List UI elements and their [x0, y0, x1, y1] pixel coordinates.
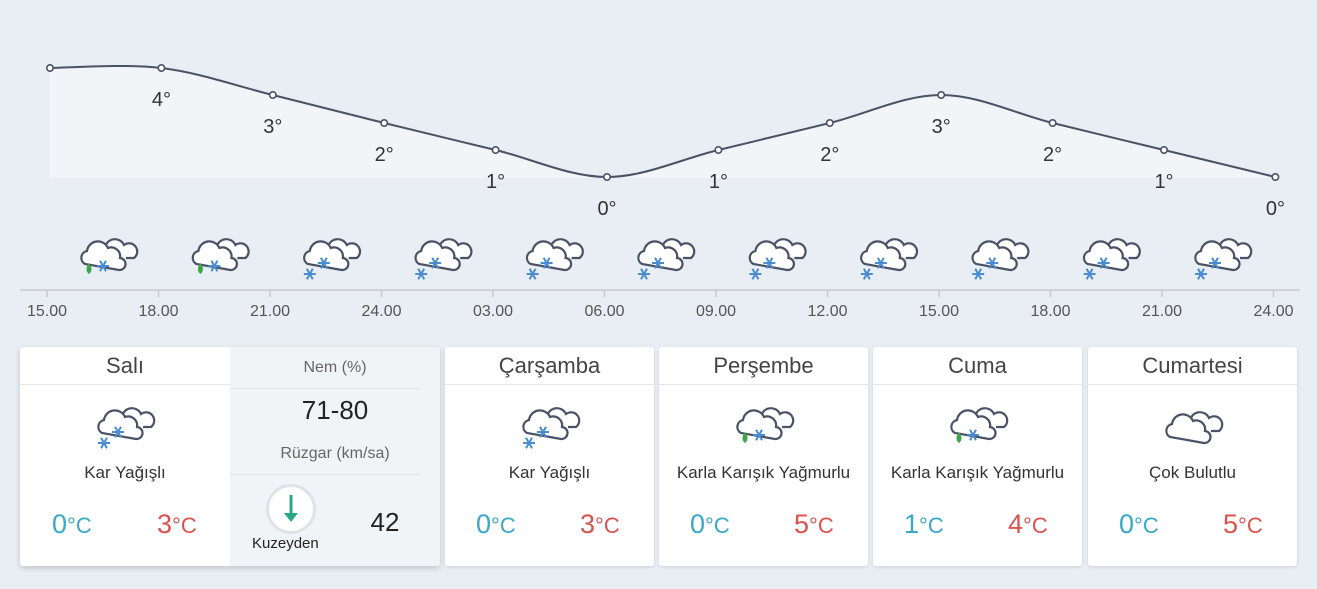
day-card[interactable]: Perşembe Karla Karışık Yağmurlu 0°C 5°C — [659, 347, 868, 566]
sleet-icon — [191, 238, 250, 274]
wind-direction-icon — [266, 484, 316, 534]
temperature-area — [50, 66, 1276, 178]
min-temp: 0°C — [52, 509, 92, 539]
temperature-point — [602, 173, 611, 182]
temperature-label: 4° — [152, 89, 171, 111]
snow-icon — [971, 238, 1030, 280]
time-label: 06.00 — [584, 303, 624, 320]
temperature-point — [937, 91, 946, 100]
weather-description: Kar Yağışlı — [84, 463, 166, 482]
min-temp: 0°C — [1119, 509, 1159, 539]
time-label: 03.00 — [473, 303, 513, 320]
temperature-label: 1° — [486, 171, 505, 193]
weather-description: Karla Karışık Yağmurlu — [890, 463, 1065, 482]
arrow-down-icon — [284, 495, 298, 522]
snow-icon — [521, 407, 580, 449]
temperature-line — [49, 65, 1276, 179]
time-label: 12.00 — [807, 303, 847, 320]
snow-icon — [637, 238, 696, 280]
day-name: Salı — [20, 347, 230, 385]
time-label: 15.00 — [919, 303, 959, 320]
today-card[interactable]: Salı Kar Yağışlı 0°C 3°C Nem (%) 71-80 R… — [20, 347, 440, 566]
day-name: Cuma — [873, 347, 1082, 385]
hourly-forecast-chart: 4° 3° 2° 1° 0° 1° 2° 3° 2° 1° 0° 15.00 18.00 21.00 24.… — [20, 64, 1300, 320]
min-temp: 1°C — [904, 509, 944, 539]
cloudy-icon — [1164, 411, 1223, 445]
weather-description: Karla Karışık Yağmurlu — [676, 463, 851, 482]
day-card[interactable]: Cumartesi Çok Bulutlu 0°C 5°C — [1088, 347, 1297, 566]
wind-label: Rüzgar (km/sa) — [280, 445, 390, 462]
max-temp: 5°C — [1223, 509, 1263, 539]
time-label: 24.00 — [361, 303, 401, 320]
temperature-point — [1160, 146, 1169, 155]
max-temp: 4°C — [1008, 509, 1048, 539]
time-label: 21.00 — [250, 303, 290, 320]
snow-icon — [303, 238, 362, 280]
temperature-label: 2° — [1043, 144, 1062, 166]
time-label: 18.00 — [1030, 303, 1070, 320]
snow-icon — [1194, 238, 1253, 280]
temperature-label: 2° — [375, 144, 394, 166]
temperature-label: 2° — [820, 144, 839, 166]
temperature-label: 1° — [709, 171, 728, 193]
temperature-point — [491, 146, 500, 155]
sleet-icon — [80, 238, 139, 274]
sleet-icon — [735, 407, 794, 443]
wind-direction: Kuzeyden — [252, 535, 319, 552]
today-details: Nem (%) 71-80 Rüzgar (km/sa) Kuzeyden 42 — [230, 347, 440, 566]
time-label: 21.00 — [1142, 303, 1182, 320]
max-temp: 3°C — [580, 509, 620, 539]
time-label: 18.00 — [138, 303, 178, 320]
today-summary: Salı Kar Yağışlı 0°C 3°C — [20, 347, 230, 566]
snow-icon — [860, 238, 919, 280]
time-label: 15.00 — [27, 303, 67, 320]
day-card[interactable]: Cuma Karla Karışık Yağmurlu 1°C 4°C — [873, 347, 1082, 566]
temperature-point — [157, 64, 166, 73]
sleet-icon — [949, 407, 1008, 443]
time-label: 09.00 — [696, 303, 736, 320]
min-temp: 0°C — [476, 509, 516, 539]
temperature-label: 1° — [1154, 171, 1173, 193]
divider — [230, 474, 420, 475]
temperature-point — [1271, 173, 1280, 182]
temperature-point — [1048, 119, 1057, 128]
day-name: Cumartesi — [1088, 347, 1297, 385]
temperature-point — [825, 119, 834, 128]
temperature-label: 3° — [932, 116, 951, 138]
min-temp: 0°C — [690, 509, 730, 539]
max-temp: 3°C — [157, 509, 197, 539]
temperature-label: 0° — [1266, 198, 1285, 220]
humidity-value: 71-80 — [301, 395, 369, 425]
snow-icon — [525, 238, 584, 280]
weather-description: Çok Bulutlu — [1149, 463, 1236, 482]
temperature-label: 3° — [263, 116, 282, 138]
temperature-point — [268, 91, 277, 100]
divider — [230, 388, 420, 389]
snow-icon — [748, 238, 807, 280]
temperature-label: 0° — [597, 198, 616, 220]
humidity-label: Nem (%) — [303, 359, 367, 376]
wind-speed: 42 — [370, 507, 400, 537]
weather-description: Kar Yağışlı — [508, 463, 591, 482]
time-label: 24.00 — [1253, 303, 1293, 320]
snow-icon — [1082, 238, 1141, 280]
max-temp: 5°C — [794, 509, 834, 539]
day-card[interactable]: Çarşamba Kar Yağışlı 0°C 3°C — [445, 347, 654, 566]
day-name: Çarşamba — [445, 347, 654, 385]
snow-icon — [97, 407, 156, 449]
temperature-point — [380, 119, 389, 128]
snow-icon — [414, 238, 473, 280]
temperature-point — [45, 64, 54, 73]
day-name: Perşembe — [659, 347, 868, 385]
temperature-point — [714, 146, 723, 155]
